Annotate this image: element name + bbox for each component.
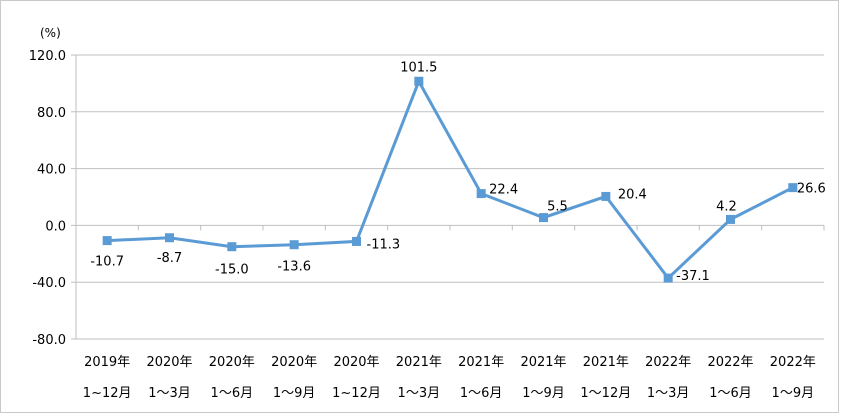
x-category-period: 1～3月 (647, 386, 690, 401)
data-point (788, 183, 798, 193)
x-category-year: 2020年 (146, 355, 192, 370)
x-category-period: 1~12月 (83, 386, 132, 401)
data-label: -37.1 (676, 269, 710, 284)
x-category-period: 1～6月 (709, 386, 752, 401)
x-axis-labels: 2019年 1~12月 2020年 1～3月 2020年 1～6月 2020年 1～9月 202… (83, 355, 816, 401)
x-category-period: 1～9月 (772, 386, 815, 401)
x-category-year: 2020年 (209, 355, 255, 370)
data-point (102, 236, 112, 246)
x-category-year: 2021年 (396, 355, 442, 370)
data-markers (102, 76, 798, 283)
y-axis-ticks: 120.0 80.0 40.0 0.0 -40.0 -80.0 (29, 49, 77, 348)
data-label: -8.7 (157, 251, 182, 266)
x-category-period: 1～9月 (522, 386, 565, 401)
x-category-period: 1～12月 (580, 386, 631, 401)
data-label: 20.4 (618, 187, 647, 202)
y-tick-label: -40.0 (32, 276, 66, 291)
y-tick-label: 80.0 (37, 106, 66, 121)
data-point (476, 189, 486, 199)
y-tick-label: -80.0 (32, 333, 66, 348)
data-point (414, 76, 424, 86)
y-axis-unit-label: (%) (40, 26, 61, 40)
x-category-period: 1～3月 (398, 386, 441, 401)
y-tick-label: 40.0 (37, 163, 66, 178)
data-labels: -10.7 -8.7 -15.0 -13.6 -11.3 101.5 22.4 5.5 20.4… (90, 60, 825, 284)
x-category-period: 1～3月 (148, 386, 191, 401)
data-label: 5.5 (547, 200, 568, 215)
x-category-year: 2022年 (770, 355, 816, 370)
data-point (726, 214, 735, 224)
x-category-year: 2021年 (520, 355, 566, 370)
data-point (165, 233, 174, 243)
data-label: -13.6 (277, 260, 311, 275)
data-label: -15.0 (215, 263, 249, 278)
x-category-period: 1～9月 (273, 386, 316, 401)
y-tick-label: 0.0 (45, 219, 66, 234)
x-axis-ticks (75, 225, 825, 231)
data-label: 26.6 (797, 182, 826, 197)
data-point (227, 242, 237, 252)
data-label: -11.3 (367, 237, 401, 252)
x-category-year: 2020年 (271, 355, 317, 370)
data-label: 4.2 (716, 199, 737, 214)
data-label: 101.5 (400, 60, 437, 75)
y-tick-label: 120.0 (29, 49, 66, 64)
gridlines (76, 54, 824, 340)
x-category-year: 2021年 (458, 355, 504, 370)
x-category-year: 2021年 (583, 355, 629, 370)
x-category-year: 2020年 (333, 355, 379, 370)
x-category-period: 1~12月 (332, 386, 381, 401)
x-category-period: 1～6月 (460, 386, 503, 401)
data-point (663, 273, 673, 283)
data-point (601, 191, 611, 201)
x-category-year: 2022年 (645, 355, 691, 370)
x-category-year: 2022年 (707, 355, 753, 370)
x-category-period: 1～6月 (211, 386, 254, 401)
data-label: -10.7 (90, 255, 124, 270)
data-point (539, 213, 548, 223)
data-label: 22.4 (489, 183, 518, 198)
series-line (107, 77, 794, 281)
data-point (352, 236, 361, 246)
data-point (289, 240, 299, 250)
x-category-year: 2019年 (84, 355, 130, 370)
